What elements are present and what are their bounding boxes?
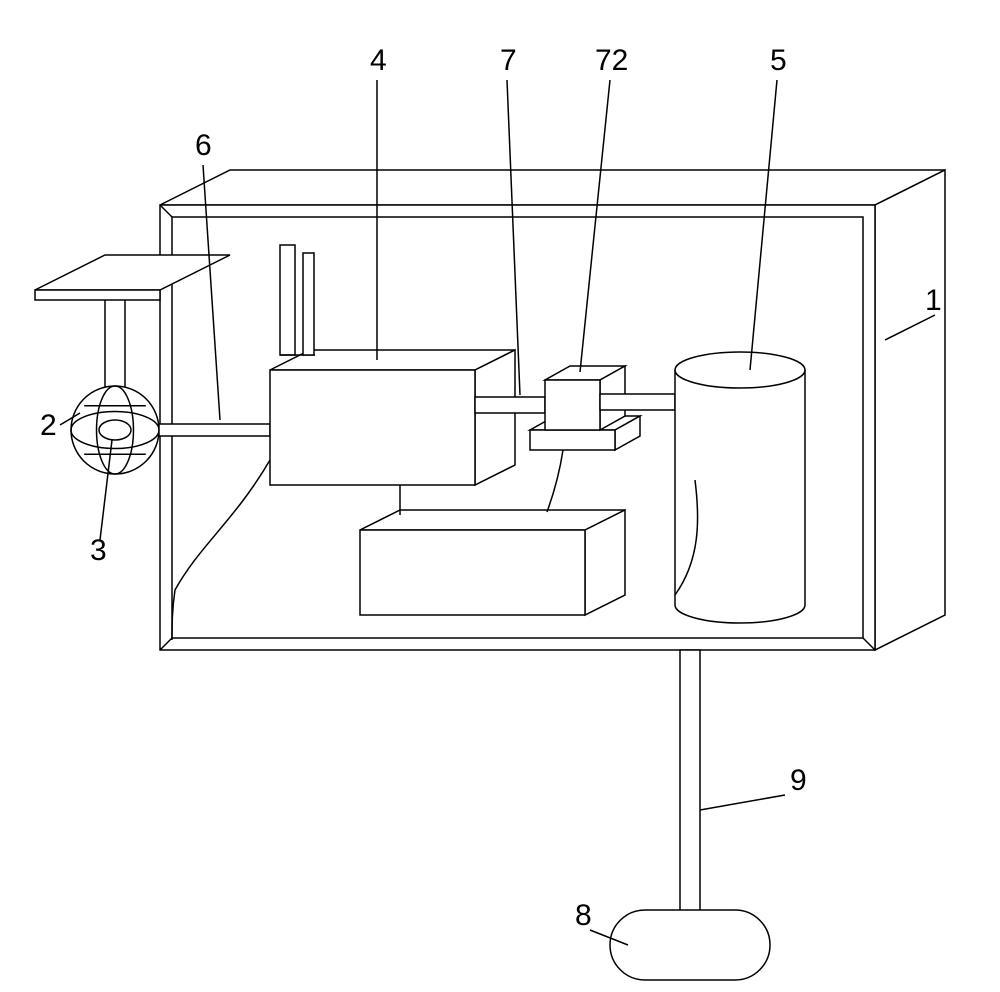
cylinder-tank bbox=[675, 352, 805, 623]
compressor-box bbox=[270, 350, 515, 485]
label-2: 2 bbox=[40, 409, 57, 442]
pipe-right bbox=[600, 394, 675, 410]
pipe-left bbox=[475, 397, 545, 413]
shaft bbox=[159, 424, 270, 436]
sphere-fan bbox=[71, 386, 159, 474]
pole bbox=[680, 650, 700, 920]
label-72: 72 bbox=[595, 44, 628, 77]
base-pod bbox=[610, 910, 770, 980]
label-8: 8 bbox=[575, 899, 592, 932]
label-4: 4 bbox=[370, 44, 387, 77]
control-box bbox=[360, 510, 625, 615]
label-6: 6 bbox=[195, 129, 212, 162]
label-1: 1 bbox=[925, 284, 942, 317]
label-7: 7 bbox=[500, 44, 517, 77]
label-9: 9 bbox=[790, 764, 807, 797]
diagram-canvas: 1 2 3 4 5 6 7 72 8 9 bbox=[0, 0, 1000, 992]
label-5: 5 bbox=[770, 44, 787, 77]
label-3: 3 bbox=[90, 534, 107, 567]
